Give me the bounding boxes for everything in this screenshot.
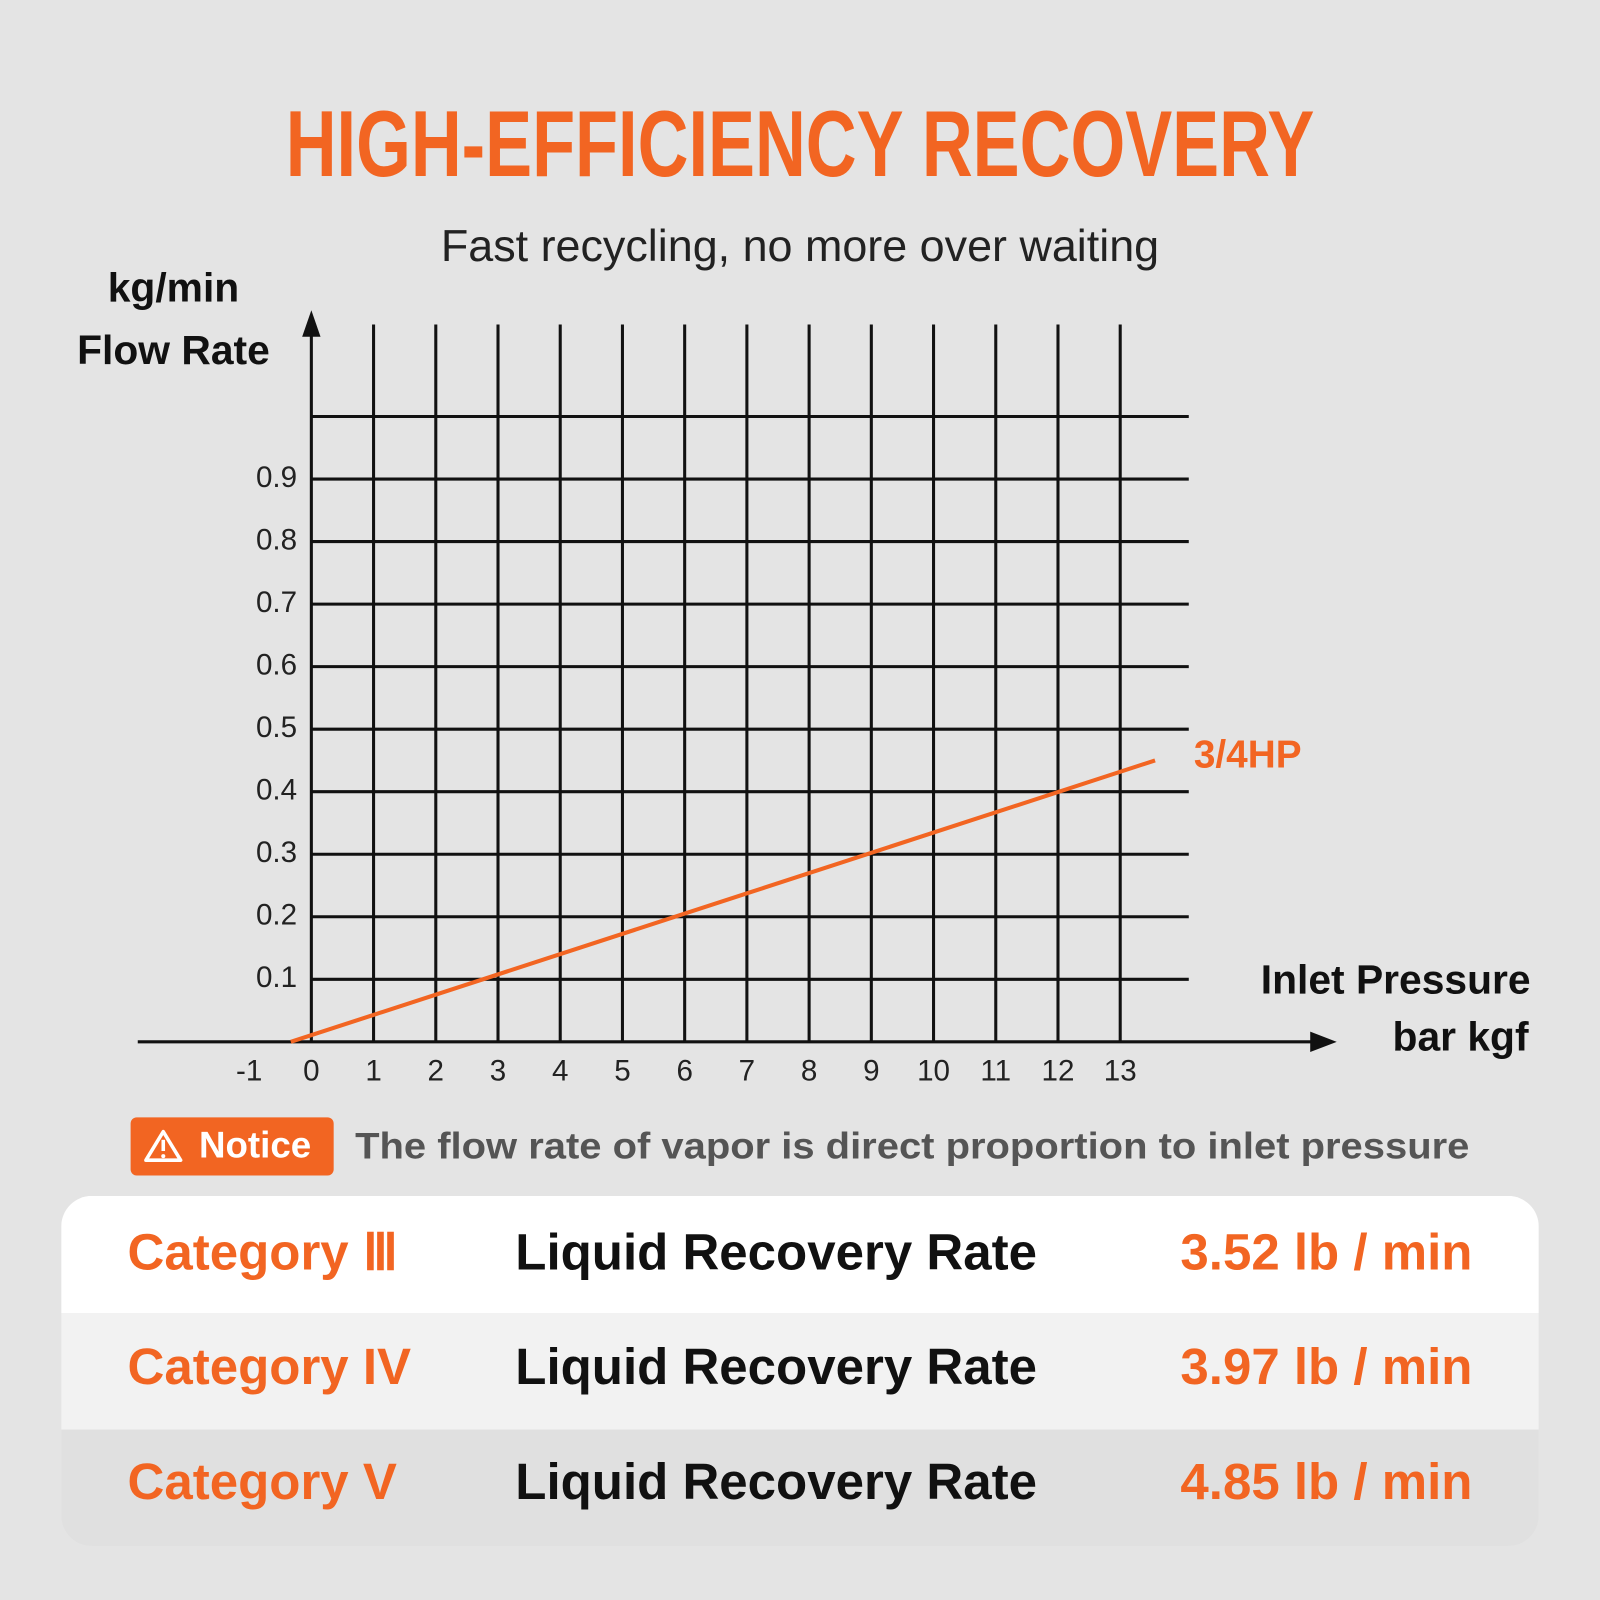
table-row (61, 1313, 1539, 1430)
category-cell: Category V (128, 1453, 397, 1510)
y-tick-label: 0.1 (256, 961, 297, 994)
y-axis-arrow (302, 310, 321, 337)
y-tick-label: 0.2 (256, 899, 297, 932)
table-row (61, 1429, 1539, 1546)
y-tick-label: 0.8 (256, 523, 297, 556)
rate-cell: 4.85 lb / min (1180, 1453, 1472, 1510)
x-tick-label: 8 (801, 1054, 817, 1087)
x-tick-label: 13 (1104, 1054, 1137, 1087)
y-axis-unit: kg/min (108, 265, 239, 311)
x-axis-arrow (1310, 1031, 1337, 1053)
y-axis-label: Flow Rate (77, 327, 270, 373)
chart-title: HIGH-EFFICIENCY RECOVERY (286, 91, 1315, 196)
table-cells: Category Ⅲ Liquid Recovery Rate 3.52 lb / … (128, 1224, 1473, 1511)
y-tick-label: 0.6 (256, 648, 297, 681)
y-tick-label: 0.4 (256, 774, 297, 807)
y-tick-label: 0.9 (256, 461, 297, 494)
warning-icon-dot (161, 1154, 166, 1159)
rate-cell: 3.97 lb / min (1180, 1338, 1472, 1395)
category-cell: Category IV (128, 1338, 412, 1395)
x-tick-label: 7 (739, 1054, 755, 1087)
x-tick-label: 10 (917, 1054, 950, 1087)
notice-label: Notice (199, 1125, 311, 1166)
rate-cell: 3.52 lb / min (1180, 1224, 1472, 1281)
notice-text: The flow rate of vapor is direct proport… (355, 1126, 1469, 1167)
x-tick-label: 1 (365, 1054, 381, 1087)
plot: 0.10.20.30.40.50.60.70.80.9-1 0 1 2 3 4 5 6 7 8 9 1… (137, 310, 1337, 1087)
x-tick-label: 4 (552, 1054, 568, 1087)
x-axis-label: Inlet Pressure (1261, 956, 1531, 1002)
series-line (290, 758, 1156, 1044)
x-axis-unit: bar kgf (1393, 1014, 1529, 1060)
category-cell: Category Ⅲ (128, 1224, 398, 1281)
label-cell: Liquid Recovery Rate (515, 1224, 1037, 1281)
y-tick-label: 0.7 (256, 586, 297, 619)
x-tick-label: 2 (428, 1054, 444, 1087)
table (61, 1195, 1539, 1546)
x-tick-label: 0 (303, 1054, 319, 1087)
x-tick-label: 9 (863, 1054, 879, 1087)
table-row (61, 1195, 1539, 1314)
y-tick-label: 0.5 (256, 711, 297, 744)
label-cell: Liquid Recovery Rate (515, 1453, 1037, 1510)
x-tick-label: 3 (490, 1054, 506, 1087)
x-tick-label: 12 (1042, 1054, 1075, 1087)
x-tick-label: 5 (614, 1054, 630, 1087)
x-tick-label: 11 (980, 1054, 1011, 1087)
series-label: 3/4HP (1194, 734, 1302, 777)
x-tick-label: 6 (676, 1054, 692, 1087)
warning-icon (144, 1129, 183, 1162)
x-tick-label: -1 (236, 1054, 262, 1087)
label-cell: Liquid Recovery Rate (515, 1338, 1037, 1395)
subtitle: Fast recycling, no more over waiting (441, 220, 1159, 271)
y-tick-label: 0.3 (256, 836, 297, 869)
